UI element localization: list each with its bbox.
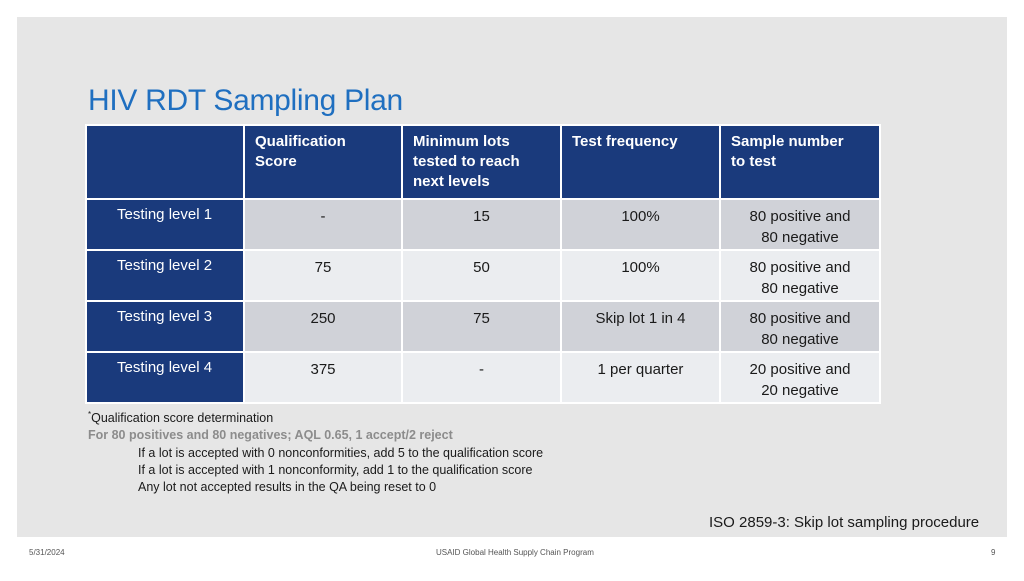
cell-frequency: 1 per quarter (560, 351, 721, 404)
slide-title: HIV RDT Sampling Plan (88, 84, 403, 117)
header-minimum-lots: Minimum lots tested to reach next levels (401, 124, 562, 200)
row-label: Testing level 4 (85, 351, 245, 404)
row-label: Testing level 1 (85, 198, 245, 251)
cell-lots: 15 (401, 198, 562, 251)
cell-sample: 80 positive and 80 negative (719, 300, 881, 353)
table-row: Testing level 2 75 50 100% 80 positive a… (85, 249, 881, 302)
table-row: Testing level 4 375 - 1 per quarter 20 p… (85, 351, 881, 404)
header-sample-number: Sample number to test (719, 124, 881, 200)
header-qualification-score: Qualification Score (243, 124, 403, 200)
cell-sample: 80 positive and 80 negative (719, 249, 881, 302)
cell-score: 250 (243, 300, 403, 353)
page-number: 9 (991, 548, 996, 557)
cell-frequency: 100% (560, 249, 721, 302)
footer-date: 5/31/2024 (29, 548, 65, 557)
cell-lots: 50 (401, 249, 562, 302)
cell-lots: 75 (401, 300, 562, 353)
cell-score: 75 (243, 249, 403, 302)
cell-score: - (243, 198, 403, 251)
table-row: Testing level 3 250 75 Skip lot 1 in 4 8… (85, 300, 881, 353)
rule-item: If a lot is accepted with 0 nonconformit… (138, 445, 544, 460)
footnotes: *Qualification score determination For 8… (88, 406, 543, 497)
table-header-row: Qualification Score Minimum lots tested … (85, 124, 881, 200)
footnote-heading: *Qualification score determination (88, 410, 274, 426)
cell-frequency: Skip lot 1 in 4 (560, 300, 721, 353)
rule-item: If a lot is accepted with 1 nonconformit… (138, 463, 533, 478)
cell-score: 375 (243, 351, 403, 404)
table-row: Testing level 1 - 15 100% 80 positive an… (85, 198, 881, 251)
cell-lots: - (401, 351, 562, 404)
footer-program: USAID Global Health Supply Chain Program (436, 548, 594, 557)
header-empty (85, 124, 245, 200)
header-test-frequency: Test frequency (560, 124, 721, 200)
row-label: Testing level 3 (85, 300, 245, 353)
footnote-marker: * (88, 410, 92, 419)
cell-frequency: 100% (560, 198, 721, 251)
sampling-plan-table: Qualification Score Minimum lots tested … (85, 124, 881, 404)
cell-sample: 80 positive and 80 negative (719, 198, 881, 251)
aql-note: For 80 positives and 80 negatives; AQL 0… (88, 428, 453, 443)
row-label: Testing level 2 (85, 249, 245, 302)
iso-note: ISO 2859-3: Skip lot sampling procedure (709, 514, 980, 531)
cell-sample: 20 positive and 20 negative (719, 351, 881, 404)
rule-item: Any lot not accepted results in the QA b… (138, 480, 437, 495)
